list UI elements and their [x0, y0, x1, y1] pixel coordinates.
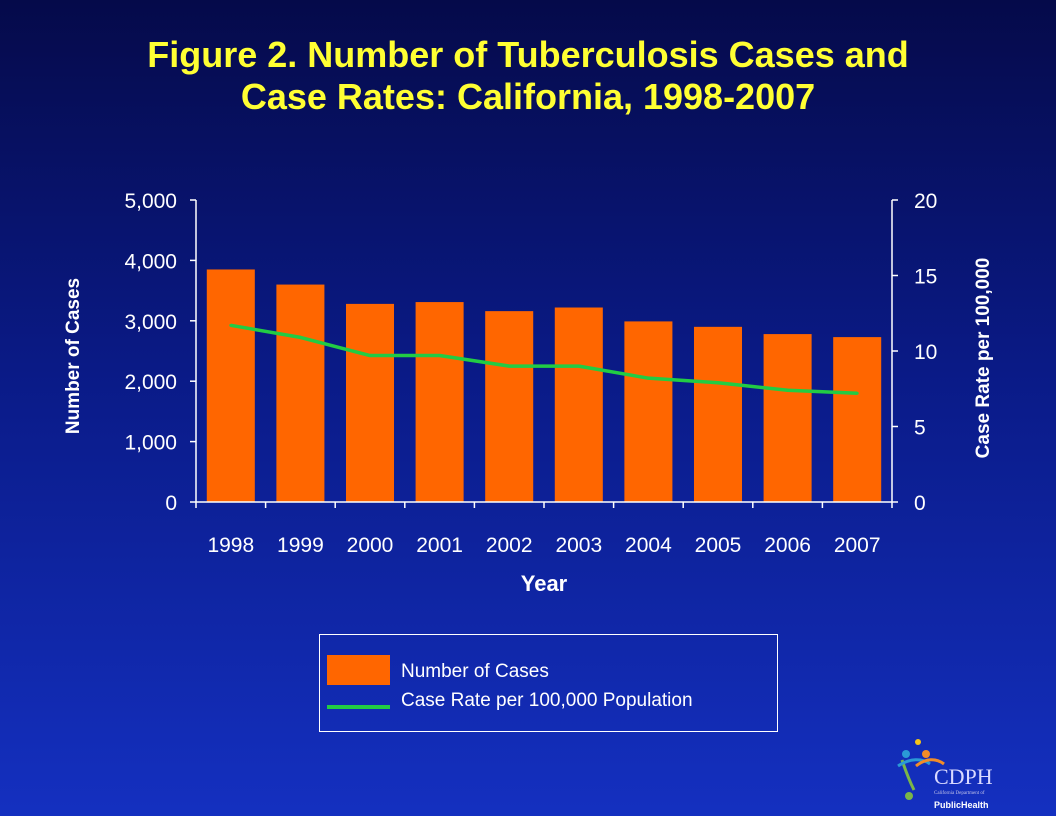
rate-point-1998	[229, 323, 233, 327]
y-tick-label-left: 3,000	[124, 311, 177, 334]
y-axis-label-right: Case Rate per 100,000	[973, 258, 994, 459]
legend: Number of Cases Case Rate per 100,000 Po…	[319, 634, 778, 732]
y-tick-label-left: 4,000	[124, 250, 177, 273]
rate-point-2003	[577, 364, 581, 368]
y-tick-label-right: 0	[914, 492, 926, 515]
legend-swatch-cases	[327, 655, 390, 685]
x-tick-label: 1998	[207, 534, 254, 557]
x-tick-label: 2001	[416, 534, 463, 557]
x-tick-label: 2000	[347, 534, 394, 557]
rate-point-2004	[646, 376, 650, 380]
x-tick-label: 1999	[277, 534, 324, 557]
y-tick-label-right: 5	[914, 417, 926, 440]
bar-2007	[833, 337, 882, 502]
rate-point-2002	[507, 364, 511, 368]
y-tick-label-left: 2,000	[124, 371, 177, 394]
x-tick-label: 2005	[695, 534, 742, 557]
bar-2006	[763, 334, 812, 502]
bar-2001	[415, 302, 464, 502]
x-tick-label: 2002	[486, 534, 533, 557]
x-tick-label: 2006	[764, 534, 811, 557]
y-tick-label-left: 5,000	[124, 190, 177, 213]
rate-point-1999	[298, 335, 302, 339]
bar-2003	[554, 307, 603, 502]
title-line-2: Case Rates: California, 1998-2007	[240, 76, 816, 117]
y-axis-label-left: Number of Cases	[63, 278, 84, 434]
y-tick-label-left: 1,000	[124, 432, 177, 455]
x-axis-label: Year	[521, 571, 568, 596]
y-tick-label-left: 0	[165, 492, 177, 515]
y-tick-label-right: 10	[914, 341, 937, 364]
bar-1999	[276, 284, 325, 502]
chart-title: Figure 2. Number of Tuberculosis Cases a…	[40, 34, 1016, 118]
x-tick-label: 2007	[834, 534, 881, 557]
title-line-1: Figure 2. Number of Tuberculosis Cases a…	[147, 34, 909, 75]
logo-line1: California Department of	[934, 791, 985, 796]
rate-point-2000	[368, 354, 372, 358]
legend-swatch-rate	[327, 705, 390, 709]
rate-point-2001	[438, 354, 442, 358]
x-tick-label: 2003	[555, 534, 602, 557]
bar-1998	[206, 269, 255, 502]
rate-point-2006	[786, 388, 790, 392]
legend-label-rate: Case Rate per 100,000 Population	[401, 690, 693, 711]
logo-name: CDPH	[934, 764, 993, 789]
bar-2005	[693, 326, 743, 502]
rate-line	[230, 323, 858, 396]
chart-area: 0 1,000 2,000 3,000 4,000 5,000 0 5 10 15 20 1998 19…	[63, 190, 994, 596]
legend-label-cases: Number of Cases	[401, 661, 549, 682]
rate-point-2005	[716, 381, 720, 385]
rate-point-2007	[855, 391, 859, 395]
x-tick-label: 2004	[625, 534, 672, 557]
y-tick-label-right: 20	[914, 190, 937, 213]
cdph-logo: CDPH California Department of PublicHeal…	[897, 739, 993, 810]
y-tick-label-right: 15	[914, 266, 937, 289]
bar-2004	[624, 321, 673, 502]
logo-line2: PublicHealth	[934, 800, 989, 810]
bar-2002	[485, 311, 534, 502]
bar-2000	[345, 303, 395, 502]
